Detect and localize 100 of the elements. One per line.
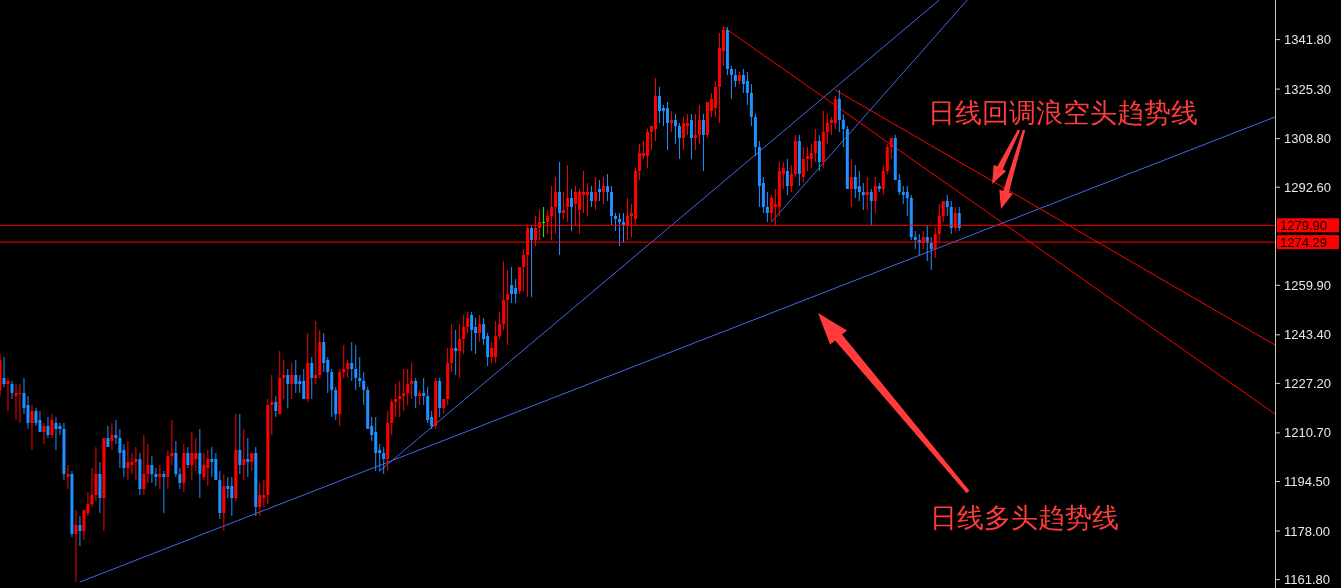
candlestick: [426, 386, 430, 424]
candlestick: [558, 161, 562, 256]
candlestick: [741, 68, 745, 94]
candlestick: [498, 311, 502, 340]
candlestick: [166, 449, 170, 490]
candlestick: [226, 476, 230, 499]
candlestick: [582, 170, 586, 214]
candlestick: [885, 143, 889, 175]
candlestick: [374, 416, 378, 472]
candlestick: [238, 413, 242, 475]
candlestick: [749, 83, 753, 127]
candlestick: [837, 89, 841, 133]
candlestick: [78, 515, 82, 547]
candlestick: [14, 383, 18, 421]
candlestick: [825, 113, 829, 145]
candlestick: [530, 224, 534, 298]
candlestick: [562, 191, 566, 220]
candlestick: [270, 374, 274, 436]
candlestick: [310, 356, 314, 400]
candlestick: [522, 248, 526, 292]
candlestick: [410, 362, 414, 400]
candlestick: [150, 455, 154, 484]
candlestick: [334, 386, 338, 421]
candlestick: [769, 194, 773, 223]
candlestick: [30, 404, 34, 451]
candlestick: [673, 113, 677, 145]
candlestick: [66, 464, 70, 490]
candlestick: [602, 176, 606, 205]
candlestick: [606, 173, 610, 202]
candlestick: [789, 164, 793, 193]
candlestick: [394, 383, 398, 418]
candlestick: [142, 434, 146, 496]
candlestick: [126, 440, 130, 481]
candlestick: [262, 479, 266, 508]
candlestick: [801, 146, 805, 184]
candlestick: [422, 377, 426, 406]
y-tick-label: 1178.00: [1284, 523, 1331, 539]
candlestick: [466, 311, 470, 334]
candlestick: [566, 164, 570, 223]
candlestick: [230, 476, 234, 517]
candlestick: [857, 170, 861, 202]
candlestick: [594, 176, 598, 211]
y-tick-label: 1308.80: [1284, 131, 1331, 147]
candlestick: [450, 323, 454, 373]
candlestick: [849, 158, 853, 208]
candlestick: [206, 449, 210, 487]
candlestick: [745, 71, 749, 106]
candlestick: [458, 323, 462, 379]
candlestick: [638, 143, 641, 181]
y-tick-label: 1210.70: [1284, 425, 1331, 441]
candlestick: [194, 437, 198, 472]
candlestick: [322, 332, 326, 373]
candlestick: [502, 260, 506, 331]
candlestick: [134, 446, 138, 481]
candlestick: [586, 182, 590, 217]
candlestick: [681, 116, 685, 151]
candlestick: [314, 320, 318, 385]
candlestick: [729, 65, 733, 100]
candlestick: [158, 464, 162, 490]
y-tick-label: 1227.20: [1284, 375, 1331, 391]
candlestick: [286, 368, 290, 409]
candlestick: [358, 356, 362, 388]
candlestick: [941, 200, 945, 223]
candlestick: [510, 266, 514, 304]
candlestick: [873, 176, 877, 214]
candlestick: [809, 143, 813, 169]
ref-line-label: 1279.90: [1280, 218, 1327, 234]
candlestick: [689, 113, 693, 160]
y-tick-label: 1341.80: [1284, 32, 1331, 48]
candlestick: [765, 191, 769, 223]
candlestick: [6, 377, 10, 412]
candlestick: [50, 413, 54, 439]
y-tick-label: 1292.60: [1284, 179, 1331, 195]
y-tick-label: 1325.30: [1284, 81, 1331, 97]
candlestick: [570, 188, 574, 232]
candlestick: [18, 383, 22, 424]
candlestick: [785, 158, 789, 196]
candlestick: [390, 398, 394, 436]
candlestick: [945, 194, 949, 217]
candlestick: [805, 146, 809, 172]
candlestick: [470, 311, 474, 352]
candlestick: [701, 113, 705, 172]
candlestick: [54, 416, 58, 451]
candlestick: [657, 86, 661, 124]
candlestick: [514, 278, 518, 304]
candlestick: [202, 452, 206, 481]
candlestick: [190, 431, 194, 481]
candlestick: [46, 416, 50, 439]
candlestick: [869, 188, 873, 226]
candlestick: [454, 329, 458, 376]
candlestick: [697, 104, 701, 145]
candlestick: [214, 452, 218, 481]
candlestick: [210, 446, 214, 478]
candlestick: [462, 314, 466, 355]
candlestick: [905, 185, 909, 217]
candlestick: [246, 437, 250, 478]
candlestick: [813, 128, 817, 163]
y-tick-label: 1161.80: [1284, 572, 1331, 588]
candlestick: [342, 344, 346, 379]
candlestick: [294, 359, 298, 394]
